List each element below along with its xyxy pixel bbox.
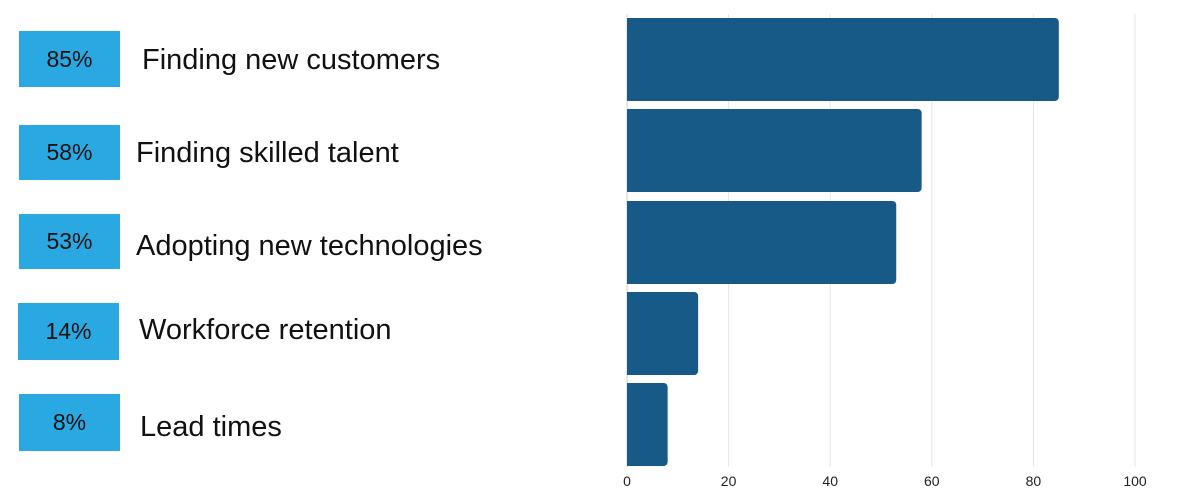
percent-badge-4: 14%	[18, 303, 119, 360]
bar-edge-5	[627, 383, 633, 466]
bar-1	[627, 18, 1059, 101]
bar-edge-2	[627, 109, 633, 192]
category-label-2: Finding skilled talent	[136, 137, 399, 169]
x-tick-label-100: 100	[1123, 473, 1147, 489]
category-label-5: Lead times	[140, 411, 282, 443]
bar-5	[627, 383, 668, 466]
x-tick-label-40: 40	[822, 473, 838, 489]
bar-3	[627, 201, 897, 284]
x-axis-ticks: 0 20 40 60 80 100	[623, 473, 1147, 489]
bars	[627, 18, 1059, 466]
bar-4	[627, 292, 699, 375]
category-label-4: Workforce retention	[139, 314, 392, 346]
x-tick-label-60: 60	[924, 473, 940, 489]
percent-badge-3: 53%	[19, 214, 120, 269]
bar-edge-4	[627, 292, 633, 375]
x-tick-label-20: 20	[721, 473, 737, 489]
bar-edge-1	[627, 18, 633, 101]
x-tick-label-0: 0	[623, 473, 631, 489]
bar-2	[627, 109, 922, 192]
percent-badge-5: 8%	[19, 394, 120, 451]
percent-badge-1: 85%	[19, 31, 120, 87]
category-label-1: Finding new customers	[142, 44, 441, 76]
x-tick-label-80: 80	[1026, 473, 1042, 489]
percent-badge-2: 58%	[19, 125, 120, 180]
bar-edge-3	[627, 201, 633, 284]
category-label-3: Adopting new technologies	[136, 230, 483, 262]
